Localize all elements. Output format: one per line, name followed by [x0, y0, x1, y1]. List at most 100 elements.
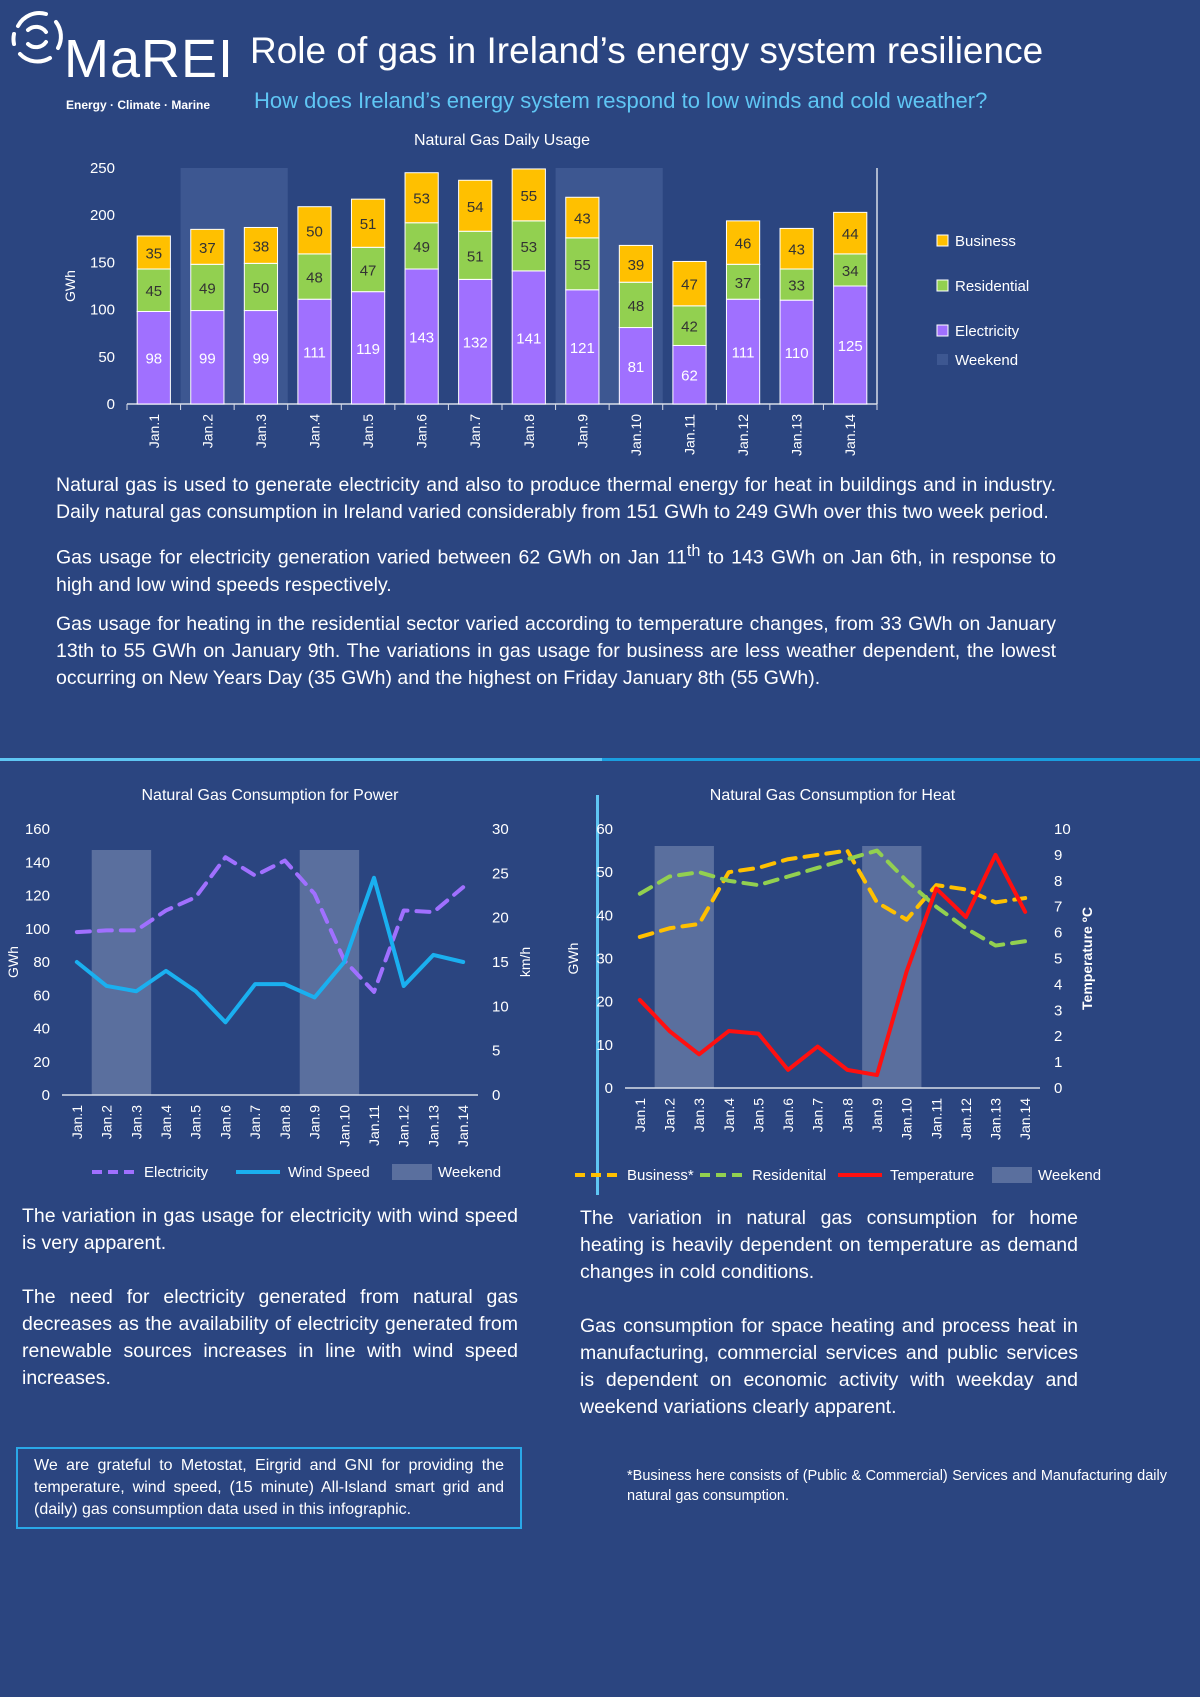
- data-label: 43: [788, 242, 805, 259]
- y2-tick-label: 15: [492, 954, 509, 971]
- y2-tick-label: 5: [492, 1043, 500, 1060]
- data-label: 55: [520, 188, 537, 205]
- data-label: 45: [145, 283, 162, 300]
- bar-electricity: [618, 327, 654, 405]
- x-tick-label: Jan.8: [839, 1098, 855, 1132]
- bar-business: [779, 227, 814, 270]
- x-tick-label: Jan.14: [842, 414, 858, 456]
- y2-tick-label: 30: [492, 821, 509, 838]
- bar-electricity: [458, 278, 493, 405]
- page-subtitle: How does Ireland’s energy system respond…: [254, 88, 988, 113]
- bar-electricity: [404, 268, 439, 405]
- chart-title: Natural Gas Daily Usage: [414, 132, 590, 149]
- y-tick-label: 50: [98, 349, 115, 366]
- daily-usage-chart: Natural Gas Daily Usage 0 50 100 150 200 250 GW…: [62, 132, 1029, 456]
- x-tick-label: Jan.10: [336, 1105, 352, 1147]
- bar-business: [350, 198, 386, 248]
- legend-label: Weekend: [1038, 1167, 1101, 1184]
- heat-chart: Natural Gas Consumption for Heat01020304…: [565, 787, 1101, 1184]
- bar-electricity: [243, 310, 279, 405]
- x-tick-label: Jan.10: [899, 1098, 915, 1140]
- page-title: Role of gas in Ireland’s energy system r…: [250, 30, 1044, 71]
- chart-title: Natural Gas Consumption for Power: [142, 787, 400, 804]
- legend-label: Temperature: [890, 1167, 974, 1184]
- weekend-band: [91, 850, 152, 1095]
- legend-label: Residenital: [752, 1167, 826, 1184]
- data-label: 48: [628, 298, 645, 315]
- series-line-temperature: [637, 852, 1028, 1078]
- legend-swatch: [936, 234, 949, 247]
- y2-tick-label: 5: [1054, 951, 1062, 968]
- y2-tick-label: 9: [1054, 847, 1062, 864]
- x-tick-label: Jan.5: [750, 1098, 766, 1132]
- chart-title: Natural Gas Consumption for Heat: [710, 787, 956, 804]
- y-tick-label: 50: [596, 864, 613, 881]
- y2-tick-label: 0: [492, 1087, 500, 1104]
- x-tick-label: Jan.7: [810, 1098, 826, 1132]
- data-label: 110: [785, 345, 809, 362]
- x-tick-label: Jan.2: [99, 1105, 115, 1139]
- acknowledgement-box: We are grateful to Metostat, Eirgrid and…: [16, 1447, 522, 1529]
- bar-electricity: [136, 310, 171, 405]
- data-label: 34: [842, 263, 859, 280]
- y-tick-label: 60: [33, 987, 50, 1004]
- y-tick-label: 60: [596, 821, 613, 838]
- bar-business: [404, 172, 439, 224]
- bar-residential: [779, 268, 814, 301]
- bar-business: [136, 235, 171, 270]
- data-label: 50: [253, 280, 270, 297]
- bar-business: [725, 220, 761, 265]
- x-tick-label: Jan.3: [128, 1105, 144, 1139]
- data-label: 50: [306, 223, 323, 240]
- x-tick-label: Jan.4: [307, 414, 323, 448]
- bar-electricity: [511, 270, 546, 405]
- x-tick-label: Jan.13: [789, 414, 805, 456]
- data-label: 51: [360, 216, 377, 233]
- y2-tick-label: 10: [492, 998, 509, 1015]
- y-tick-label: 40: [596, 907, 613, 924]
- power-paragraph-2: The need for electricity generated from …: [22, 1286, 518, 1389]
- power-text: The variation in gas usage for electrici…: [22, 1203, 518, 1419]
- y2-tick-label: 4: [1054, 976, 1062, 993]
- data-label: 49: [413, 239, 430, 256]
- y-tick-label: 160: [25, 821, 50, 838]
- x-tick-label: Jan.4: [721, 1098, 737, 1132]
- marei-logo-icon: [11, 11, 63, 64]
- data-label: 44: [842, 226, 859, 243]
- y-tick-label: 20: [33, 1054, 50, 1071]
- bar-residential: [672, 305, 707, 346]
- data-label: 38: [253, 238, 270, 255]
- y-tick-label: 10: [596, 1037, 613, 1054]
- intro-p2-start: Gas usage for electricity generation var…: [56, 546, 687, 569]
- legend-label: Electricity: [955, 323, 1020, 340]
- weekend-band: [654, 846, 714, 1088]
- data-label: 62: [681, 368, 698, 385]
- y-tick-label: 100: [90, 302, 115, 319]
- y2-axis-label: km/h: [517, 947, 533, 977]
- section-divider-right: [602, 758, 1200, 761]
- legend-label: Business*: [627, 1167, 694, 1184]
- y-tick-label: 0: [605, 1080, 613, 1097]
- data-label: 143: [409, 330, 434, 347]
- y2-tick-label: 8: [1054, 873, 1062, 890]
- data-label: 35: [145, 245, 162, 262]
- bar-electricity: [297, 298, 332, 405]
- legend-swatch: [392, 1164, 432, 1180]
- bar-residential: [833, 253, 868, 287]
- y2-tick-label: 1: [1054, 1054, 1062, 1071]
- x-tick-label: Jan.14: [455, 1105, 471, 1147]
- data-label: 111: [732, 345, 755, 362]
- x-tick-label: Jan.12: [735, 414, 751, 456]
- bar-residential: [511, 220, 546, 272]
- y-tick-label: 150: [90, 254, 115, 271]
- y-tick-label: 250: [90, 160, 115, 177]
- data-label: 33: [788, 278, 805, 295]
- y-tick-label: 200: [90, 207, 115, 224]
- power-paragraph-1: The variation in gas usage for electrici…: [22, 1205, 518, 1254]
- bar-electricity: [190, 310, 225, 405]
- data-label: 99: [253, 350, 270, 367]
- data-label: 49: [199, 280, 216, 297]
- x-tick-label: Jan.5: [188, 1105, 204, 1139]
- x-tick-label: Jan.2: [661, 1098, 677, 1132]
- intro-paragraph-1: Natural gas is used to generate electric…: [56, 474, 1056, 523]
